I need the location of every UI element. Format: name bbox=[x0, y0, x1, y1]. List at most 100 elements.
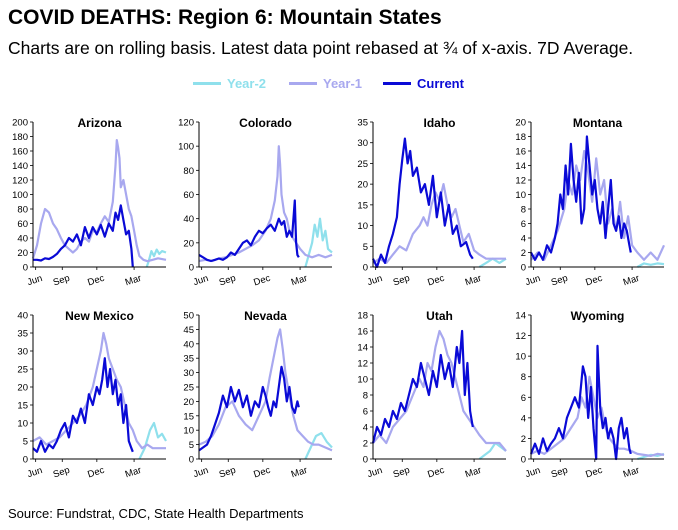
y-tick-label: 2 bbox=[363, 439, 368, 450]
panel-arizona: 0 20 40 60 80 100 120 140 160 180 200 Jun Sep Dec Mar A… bbox=[12, 116, 167, 289]
y-tick-label: 0 bbox=[189, 263, 194, 274]
y-tick-label: 0 bbox=[521, 263, 526, 274]
y-tick-label: 35 bbox=[357, 118, 368, 129]
y-tick-label: 40 bbox=[183, 339, 194, 350]
y-tick-label: 4 bbox=[363, 423, 368, 434]
panel-idaho: 0 5 10 15 20 25 30 35 Jun Sep Dec Mar Idaho bbox=[357, 116, 507, 289]
y-tick-label: 35 bbox=[183, 354, 194, 365]
y-tick-label: 25 bbox=[183, 383, 194, 394]
y-tick-label: 2 bbox=[521, 248, 526, 259]
y-tick-label: 0 bbox=[23, 455, 28, 466]
x-tick-label: Mar bbox=[290, 465, 309, 481]
series-line-year-2 bbox=[304, 217, 333, 268]
chart-subtitle: Charts are on rolling basis. Latest data… bbox=[8, 38, 634, 58]
panel-wyoming: 0 2 4 6 8 10 12 14 Jun Sep Dec Mar Wyoming bbox=[515, 309, 665, 481]
panel-title: New Mexico bbox=[65, 309, 134, 323]
y-tick-label: 18 bbox=[515, 132, 526, 143]
x-tick-label: Dec bbox=[584, 465, 604, 481]
x-tick-label: Jun bbox=[26, 273, 44, 288]
x-tick-label: Dec bbox=[252, 273, 272, 289]
x-tick-label: Jun bbox=[524, 465, 542, 480]
x-tick-label: Sep bbox=[550, 273, 569, 289]
series-line-year-2 bbox=[478, 257, 507, 268]
x-tick-label: Mar bbox=[622, 273, 641, 289]
legend-swatch-year-2 bbox=[193, 82, 221, 85]
y-tick-label: 5 bbox=[23, 437, 28, 448]
x-tick-label: Jun bbox=[26, 465, 44, 480]
y-tick-label: 60 bbox=[17, 219, 28, 230]
y-tick-label: 120 bbox=[12, 176, 28, 187]
y-tick-label: 80 bbox=[183, 166, 194, 177]
y-tick-label: 20 bbox=[183, 238, 194, 249]
legend-label-year-1: Year-1 bbox=[323, 76, 363, 91]
series-line-year-1 bbox=[31, 139, 167, 263]
series-line-year-1 bbox=[372, 329, 507, 452]
y-tick-label: 16 bbox=[357, 327, 368, 338]
x-tick-label: Dec bbox=[426, 273, 446, 289]
x-tick-label: Dec bbox=[86, 465, 106, 481]
series-line-year-1 bbox=[32, 331, 166, 450]
x-tick-label: Dec bbox=[584, 273, 604, 289]
series-line-year-1 bbox=[530, 149, 666, 261]
panel-title: Colorado bbox=[239, 116, 292, 130]
y-tick-label: 6 bbox=[363, 407, 368, 418]
x-tick-label: Mar bbox=[464, 465, 483, 481]
series-line-current bbox=[32, 357, 134, 453]
x-tick-label: Mar bbox=[464, 273, 483, 289]
y-tick-label: 140 bbox=[12, 161, 28, 172]
legend-item-year-1: Year-1 bbox=[289, 76, 362, 91]
x-tick-label: Dec bbox=[252, 465, 272, 481]
y-tick-label: 14 bbox=[515, 161, 526, 172]
y-tick-label: 8 bbox=[521, 205, 526, 216]
y-tick-label: 120 bbox=[178, 118, 194, 129]
legend-item-current: Current bbox=[383, 76, 464, 91]
y-tick-label: 6 bbox=[521, 219, 526, 230]
y-tick-label: 10 bbox=[357, 375, 368, 386]
series-line-current bbox=[198, 365, 300, 452]
y-tick-label: 12 bbox=[515, 176, 526, 187]
series-line-current bbox=[372, 137, 474, 269]
panel-new-mexico: 0 5 10 15 20 25 30 35 40 Jun Sep Dec Mar New Mexico bbox=[17, 309, 167, 481]
source-note: Source: Fundstrat, CDC, State Health Dep… bbox=[8, 506, 304, 521]
x-tick-label: Mar bbox=[622, 465, 641, 481]
y-tick-label: 14 bbox=[515, 311, 526, 322]
y-tick-label: 0 bbox=[189, 455, 194, 466]
y-tick-label: 15 bbox=[183, 411, 194, 422]
legend: Year-2 Year-1 Current bbox=[0, 76, 678, 96]
y-tick-label: 20 bbox=[17, 248, 28, 259]
x-tick-label: Dec bbox=[86, 273, 106, 289]
y-tick-label: 40 bbox=[183, 214, 194, 225]
x-tick-label: Sep bbox=[218, 273, 237, 289]
y-tick-label: 20 bbox=[357, 180, 368, 191]
x-tick-label: Mar bbox=[290, 273, 309, 289]
series-line-year-2 bbox=[478, 441, 507, 460]
x-tick-label: Dec bbox=[426, 465, 446, 481]
y-tick-label: 50 bbox=[183, 311, 194, 322]
x-tick-label: Jun bbox=[366, 273, 384, 288]
y-tick-label: 30 bbox=[357, 138, 368, 149]
x-tick-label: Sep bbox=[52, 465, 71, 481]
y-tick-label: 100 bbox=[12, 190, 28, 201]
y-tick-label: 40 bbox=[17, 234, 28, 245]
y-tick-label: 8 bbox=[521, 372, 526, 383]
panel-title: Nevada bbox=[244, 309, 287, 323]
y-tick-label: 35 bbox=[17, 329, 28, 340]
y-tick-label: 15 bbox=[17, 401, 28, 412]
series-line-current bbox=[530, 135, 632, 261]
series-line-current bbox=[33, 204, 134, 268]
series-line-current bbox=[529, 344, 632, 461]
y-tick-label: 30 bbox=[183, 368, 194, 379]
x-tick-label: Jun bbox=[366, 465, 384, 480]
legend-item-year-2: Year-2 bbox=[193, 76, 266, 91]
x-tick-label: Sep bbox=[392, 273, 411, 289]
y-tick-label: 5 bbox=[189, 440, 194, 451]
panel-title: Montana bbox=[573, 116, 623, 130]
y-tick-label: 200 bbox=[12, 118, 28, 129]
series-line-year-2 bbox=[636, 262, 665, 268]
y-tick-label: 0 bbox=[521, 455, 526, 466]
y-tick-label: 160 bbox=[12, 147, 28, 158]
y-tick-label: 0 bbox=[363, 263, 368, 274]
y-tick-label: 8 bbox=[363, 391, 368, 402]
y-tick-label: 5 bbox=[363, 242, 368, 253]
chart-title: COVID DEATHS: Region 6: Mountain States bbox=[8, 6, 442, 29]
